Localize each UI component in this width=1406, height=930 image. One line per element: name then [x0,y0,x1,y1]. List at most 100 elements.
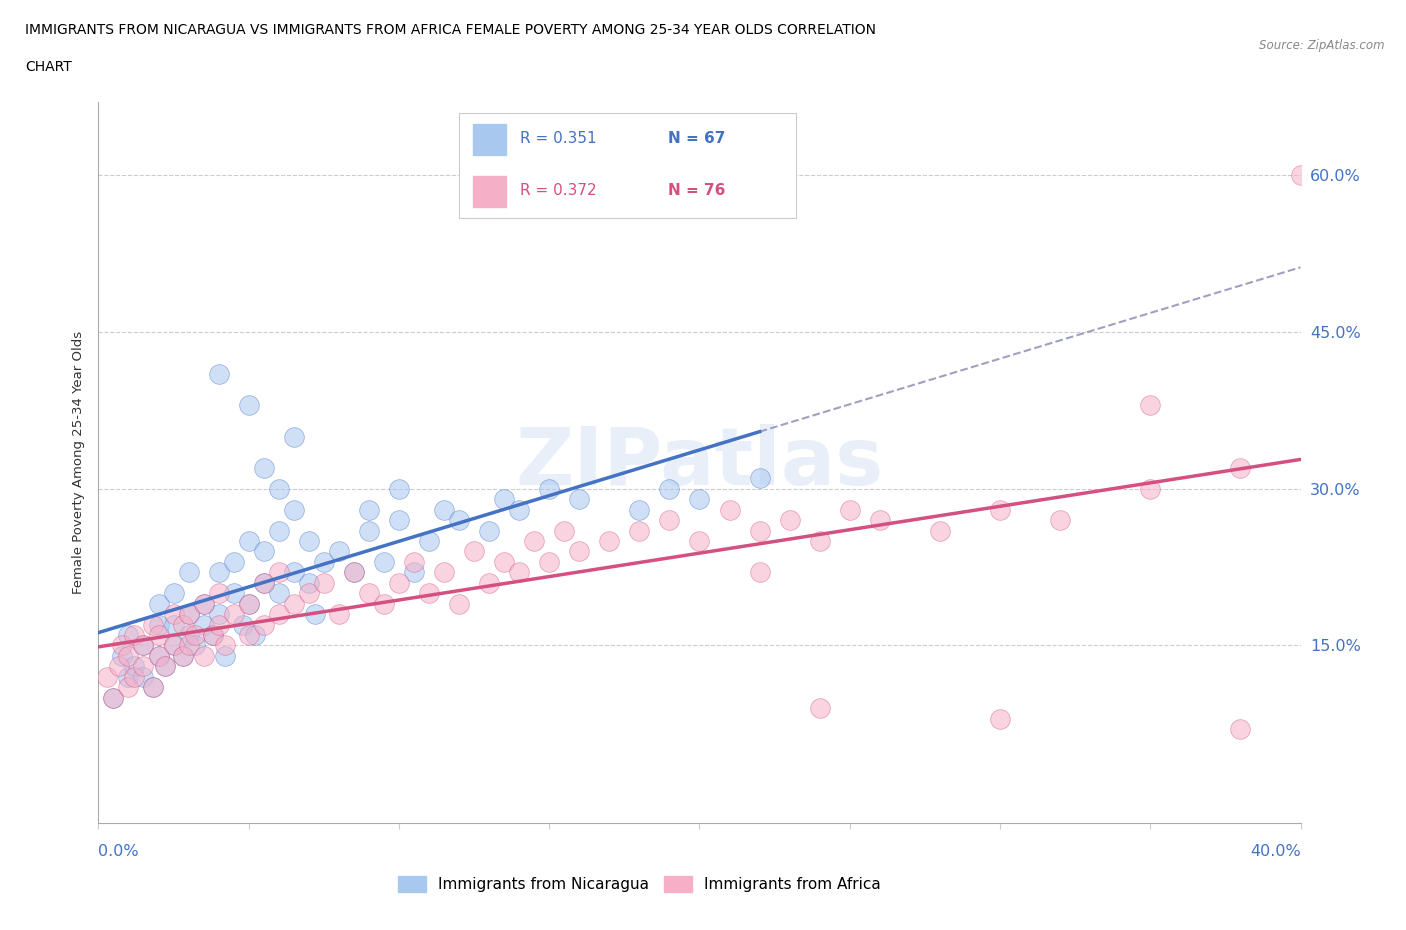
Point [283,596,305,611]
Point [718,502,741,517]
Text: IMMIGRANTS FROM NICARAGUA VS IMMIGRANTS FROM AFRICA FEMALE POVERTY AMONG 25-34 Y: IMMIGRANTS FROM NICARAGUA VS IMMIGRANTS … [25,23,876,37]
Point [193,618,215,632]
Point [357,586,380,601]
Point [141,680,163,695]
Point [148,628,170,643]
Point [148,618,170,632]
Text: 40.0%: 40.0% [1250,844,1301,858]
Point [628,524,651,538]
Point [208,586,231,601]
Point [388,512,411,527]
Point [117,680,139,695]
Point [328,606,350,621]
Point [162,638,184,653]
Point [162,586,184,601]
Point [658,482,681,497]
Point [148,648,170,663]
Point [1229,722,1251,737]
Point [141,680,163,695]
Point [141,618,163,632]
Point [283,565,305,579]
Point [172,648,194,663]
Point [628,502,651,517]
Point [132,638,155,653]
Text: 0.0%: 0.0% [98,844,139,858]
Point [838,502,860,517]
Point [208,618,231,632]
Point [478,576,501,591]
Point [117,670,139,684]
Point [343,565,366,579]
Point [748,565,770,579]
Point [177,606,200,621]
Point [988,502,1011,517]
Text: CHART: CHART [25,60,72,74]
Point [153,659,176,674]
Point [568,544,591,559]
Point [508,502,530,517]
Point [253,618,276,632]
Point [267,482,290,497]
Point [96,670,118,684]
Point [124,628,146,643]
Point [808,534,831,549]
Point [1289,168,1312,183]
Point [103,690,125,705]
Point [267,524,290,538]
Point [568,492,591,507]
Point [238,398,260,413]
Point [1139,398,1161,413]
Point [193,648,215,663]
Point [447,512,470,527]
Point [222,606,245,621]
Point [463,544,485,559]
Point [253,544,276,559]
Point [357,524,380,538]
Point [388,576,411,591]
Point [283,429,305,444]
Point [418,586,440,601]
Point [193,596,215,611]
Point [238,534,260,549]
Point [689,534,711,549]
Point [214,648,236,663]
Point [132,638,155,653]
Point [111,638,134,653]
Point [132,670,155,684]
Point [253,576,276,591]
Point [357,502,380,517]
Point [124,670,146,684]
Point [929,524,952,538]
Point [328,544,350,559]
Point [538,482,561,497]
Point [658,512,681,527]
Point [222,586,245,601]
Legend: Immigrants from Nicaragua, Immigrants from Africa: Immigrants from Nicaragua, Immigrants fr… [392,870,887,898]
Point [201,628,224,643]
Point [494,492,516,507]
Point [117,628,139,643]
Point [433,565,456,579]
Point [214,638,236,653]
Point [243,628,266,643]
Point [162,618,184,632]
Point [177,628,200,643]
Point [373,596,395,611]
Point [208,606,231,621]
Point [201,628,224,643]
Point [208,565,231,579]
Point [478,524,501,538]
Point [598,534,620,549]
Point [267,565,290,579]
Point [312,554,335,569]
Point [232,618,254,632]
Point [1229,460,1251,475]
Point [508,565,530,579]
Point [779,512,801,527]
Point [808,700,831,715]
Point [402,554,425,569]
Point [172,648,194,663]
Point [298,534,321,549]
Point [418,534,440,549]
Y-axis label: Female Poverty Among 25-34 Year Olds: Female Poverty Among 25-34 Year Olds [72,331,86,594]
